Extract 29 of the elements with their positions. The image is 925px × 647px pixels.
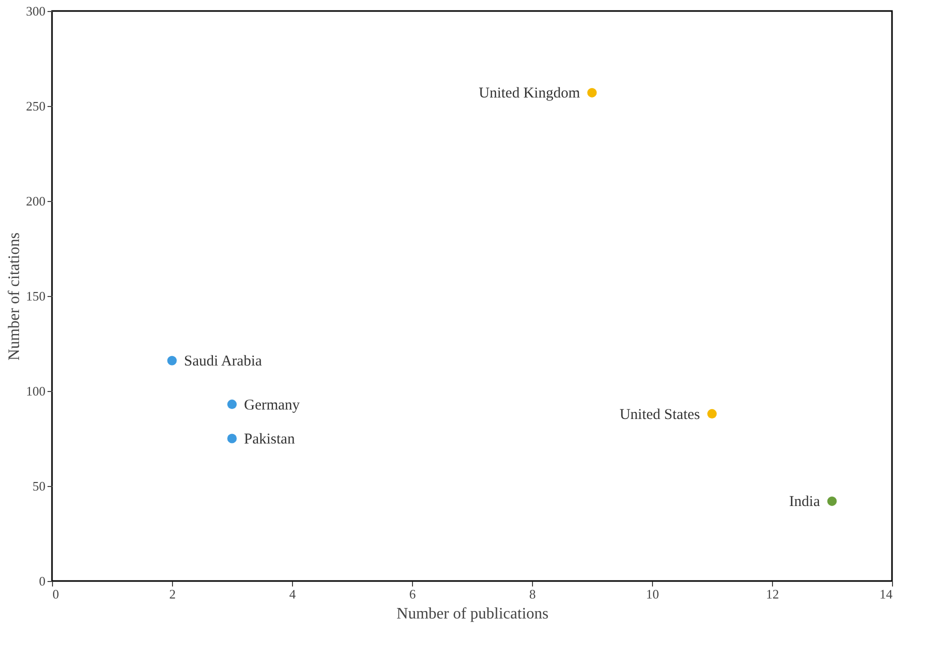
y-tick-label: 300 [26, 4, 46, 18]
annotation: Saudi Arabia [184, 354, 262, 370]
x-tick-label: 10 [646, 586, 659, 602]
point [827, 496, 837, 506]
y-axis-title: Number of citations [6, 232, 23, 360]
y-tick-label: 50 [32, 478, 46, 494]
y-tick-label: 250 [26, 98, 46, 114]
x-tick-label: 6 [409, 586, 416, 602]
x-tick-label: 12 [766, 586, 779, 602]
x-axis-title: Number of publications [396, 606, 548, 622]
annotation: United States [620, 406, 700, 423]
y-tick-label: 150 [26, 288, 46, 304]
point [587, 88, 597, 98]
x-tick-label: 14 [880, 586, 893, 602]
x-tick-label: 0 [52, 586, 59, 602]
y-tick-label: 100 [26, 384, 46, 398]
x-tick-label: 2 [169, 586, 176, 602]
annotation: United Kingdom [478, 86, 580, 102]
annotation: India [789, 494, 820, 510]
point [167, 356, 177, 366]
point [227, 434, 237, 444]
y-tick-label: 200 [26, 194, 46, 208]
x-tick-label: 4 [289, 586, 296, 602]
point [707, 409, 717, 419]
annotation: Pakistan [244, 432, 296, 448]
x-tick-label: 8 [529, 586, 536, 602]
y-tick-label: 0 [39, 574, 46, 588]
point [227, 400, 237, 410]
annotation: Germany [244, 397, 300, 414]
